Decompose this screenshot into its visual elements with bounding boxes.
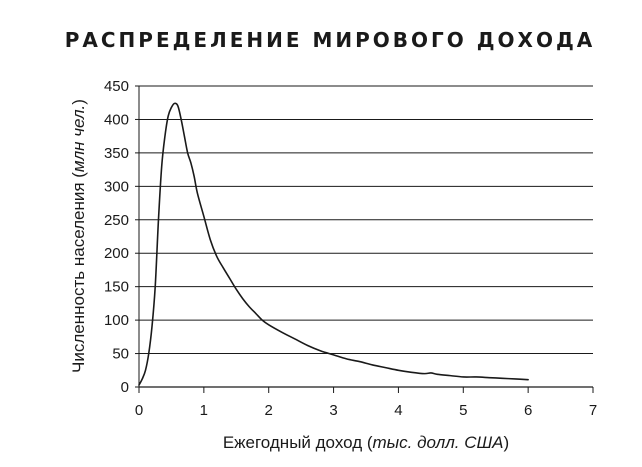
x-tick-label-5: 5 [459,402,467,419]
y-axis-label-unit: млн чел. [69,105,88,172]
y-tick-labels: 0 50 100 150 200 250 300 350 400 450 [104,78,129,396]
x-tick-label-2: 2 [265,402,273,419]
x-tick-label-7: 7 [589,402,597,419]
x-tick-label-1: 1 [200,402,208,419]
y-tick-label-50: 50 [112,346,129,363]
x-tick-label-4: 4 [394,402,402,419]
y-tick-label-100: 100 [104,312,129,329]
chart-title: РАСПРЕДЕЛЕНИЕ МИРОВОГО ДОХОДА [64,28,596,52]
y-tick-label-350: 350 [104,145,129,162]
x-tick-label-3: 3 [329,402,337,419]
y-tick-label-200: 200 [104,245,129,262]
x-axis-label: Ежегодный доход (тыс. долл. США) [223,433,509,452]
y-axis-label: Численность населения (млн чел.) [69,99,88,373]
grid-lines [139,85,593,355]
y-axis-label-close: ) [69,99,88,105]
y-tick-label-300: 300 [104,178,129,195]
series-line-0 [138,102,529,386]
y-tick-label-0: 0 [121,379,129,396]
y-tick-label-450: 450 [104,78,129,95]
series-group [138,102,529,386]
x-tick-labels: 0 1 2 3 4 5 6 7 [135,402,597,419]
x-tick-label-6: 6 [524,402,532,419]
y-axis-label-main: Численность населения ( [69,172,88,373]
y-tick-label-150: 150 [104,279,129,296]
x-axis-label-main: Ежегодный доход ( [223,433,373,452]
y-tick-label-400: 400 [104,111,129,128]
axes [135,85,594,393]
x-axis-label-close: ) [504,433,510,452]
x-axis-label-unit: тыс. долл. США [373,433,504,452]
x-tick-label-0: 0 [135,402,143,419]
y-tick-label-250: 250 [104,212,129,229]
